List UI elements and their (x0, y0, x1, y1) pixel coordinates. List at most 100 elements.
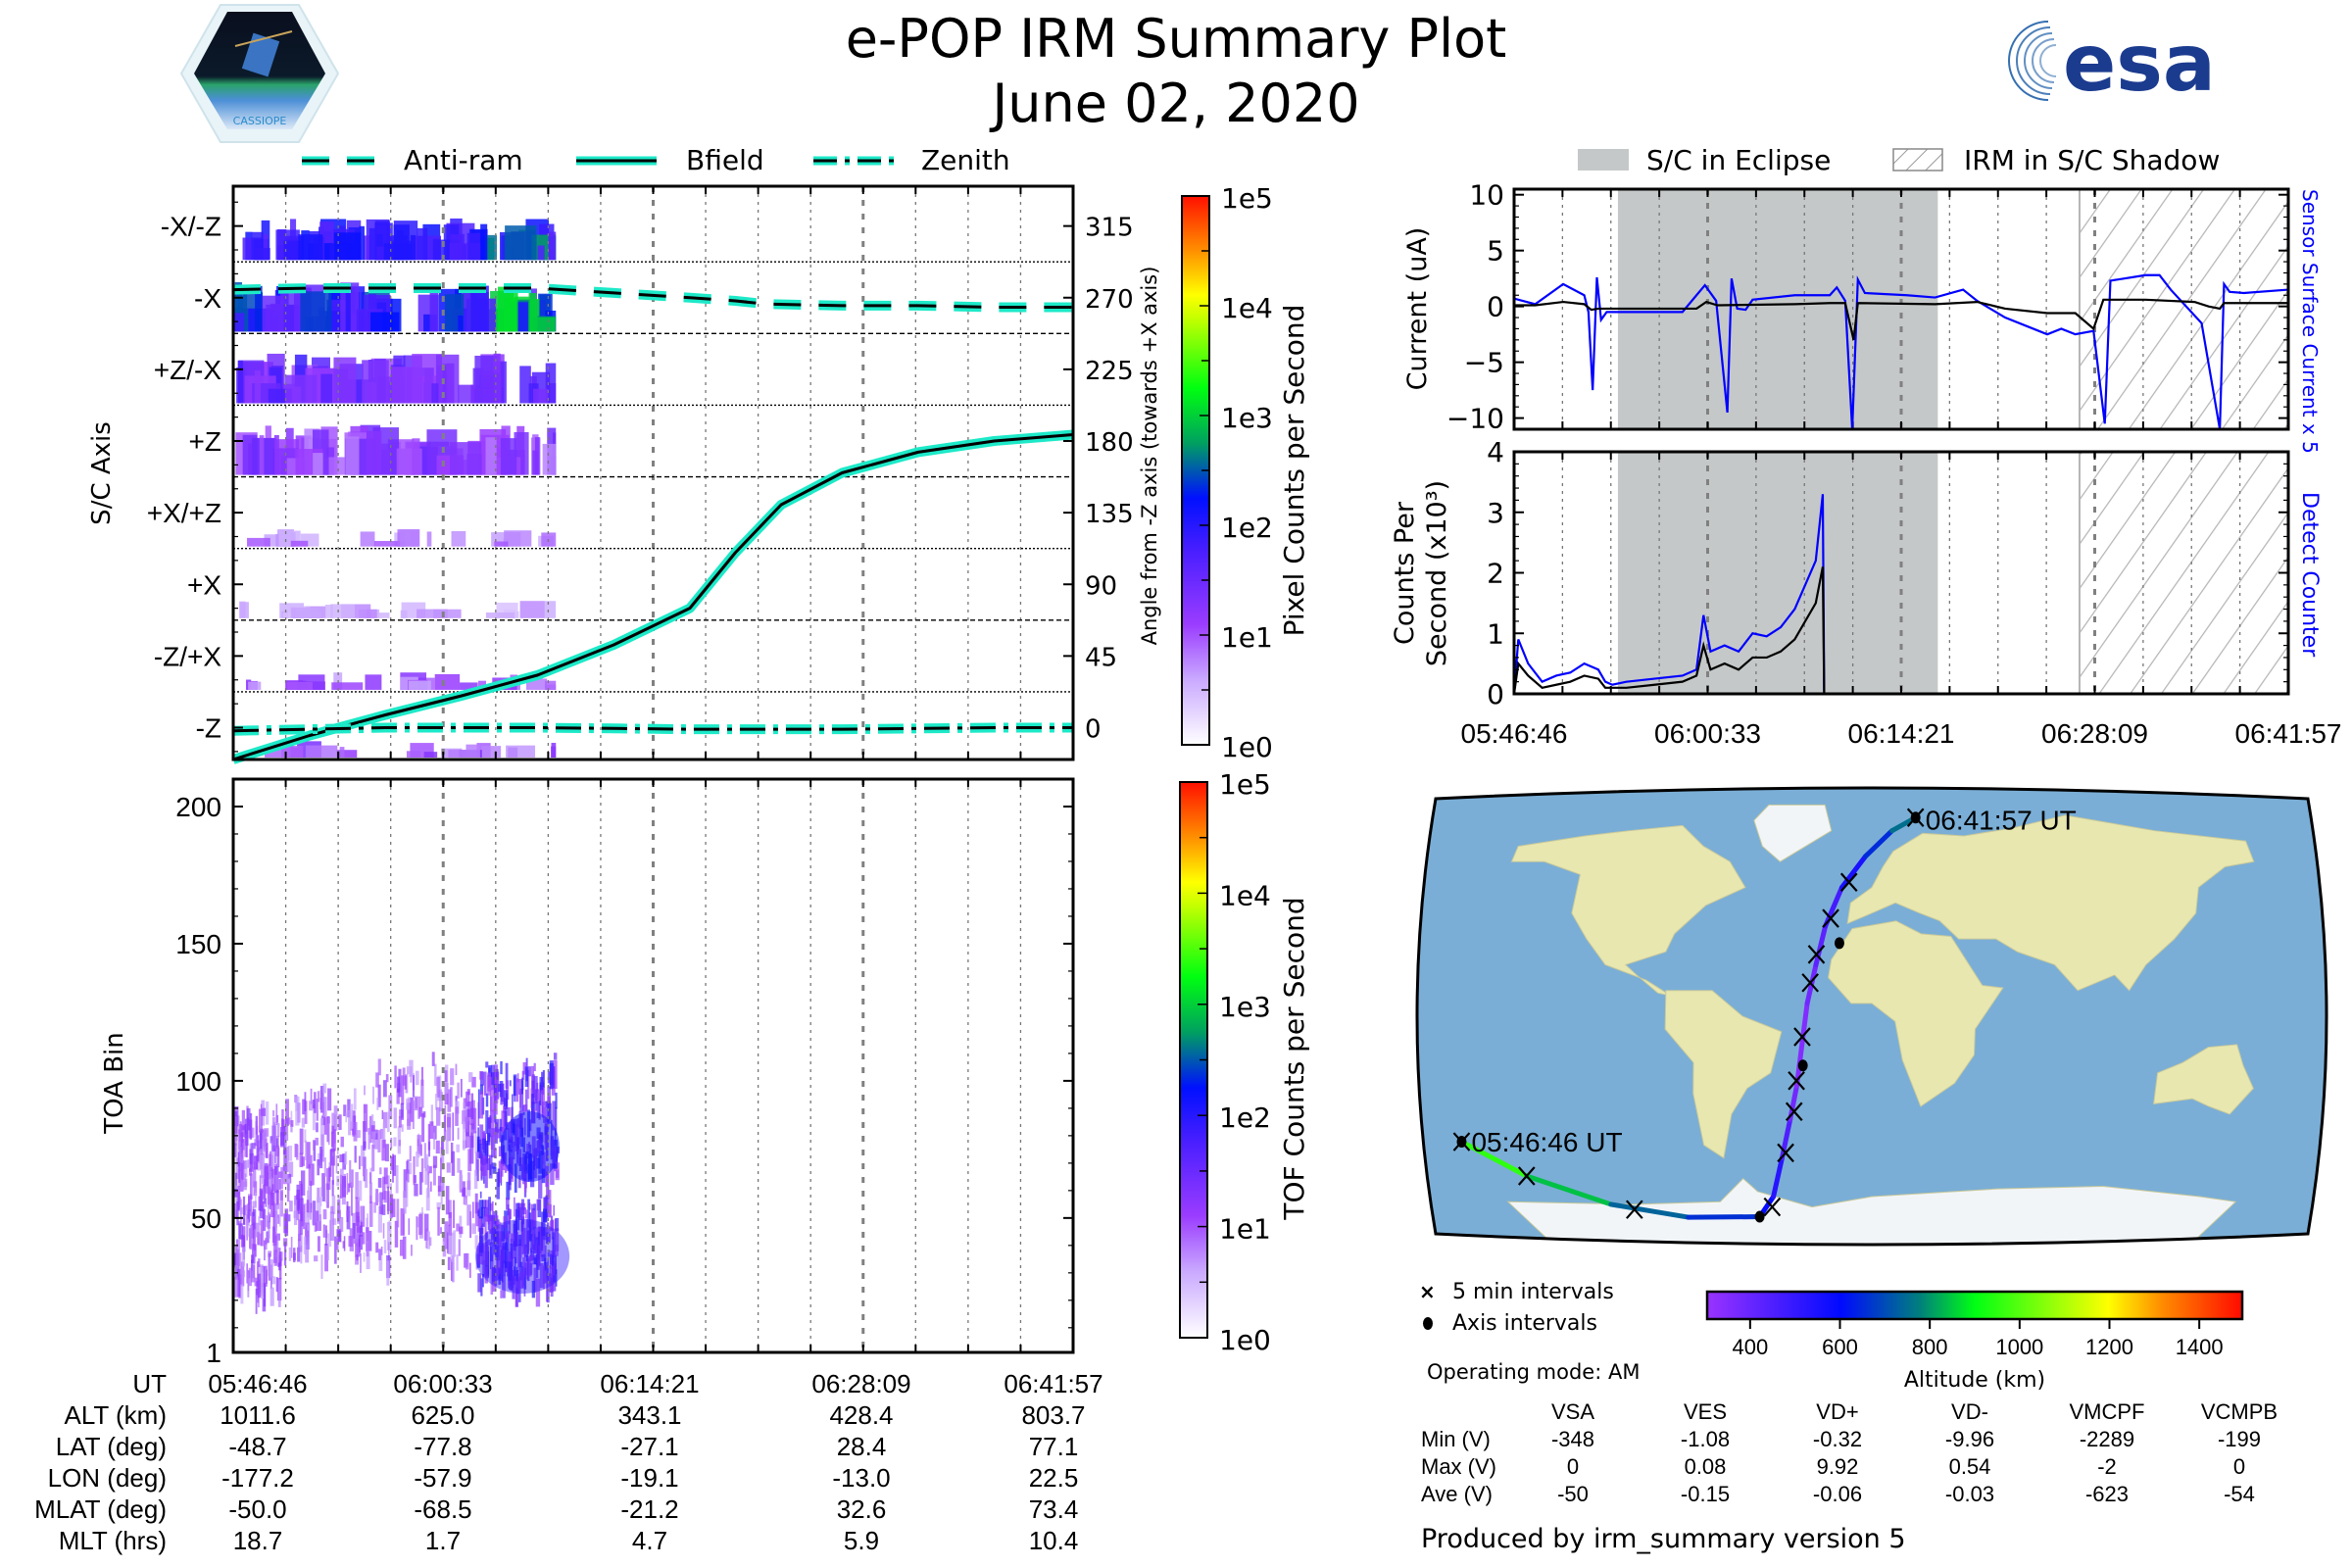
heatmap-cell (256, 1281, 259, 1296)
heatmap-cell (333, 1105, 338, 1131)
legend-item-bfield: Bfield (576, 144, 764, 176)
heatmap-cell (261, 1266, 265, 1283)
heatmap-cell (505, 225, 537, 261)
heatmap-cell (500, 1249, 504, 1274)
heatmap-cell (275, 1138, 278, 1149)
heatmap-cell (375, 1242, 379, 1253)
y-tick-label: 0 (1487, 291, 1504, 323)
heatmap-cell (549, 1203, 552, 1218)
heatmap-cell (366, 1243, 369, 1257)
heatmap-cell (443, 1114, 446, 1141)
heatmap-cell (264, 1165, 269, 1187)
heatmap-cell (254, 1139, 257, 1146)
heatmap-cell (535, 1278, 541, 1307)
heatmap-cell (491, 1214, 496, 1241)
heatmap-cell (506, 1231, 511, 1239)
plot-frame (231, 777, 1075, 1354)
heatmap-cell (331, 1155, 334, 1185)
heatmap-cell (413, 1155, 416, 1186)
heatmap-cell (313, 1140, 317, 1161)
heatmap-cell (511, 1094, 514, 1119)
heatmap-cell (504, 530, 532, 547)
heatmap-cell (300, 1198, 303, 1222)
heatmap-cell (514, 1076, 515, 1102)
heatmap-cell (377, 1084, 381, 1107)
heatmap-cell (288, 1161, 294, 1177)
heatmap-cell (276, 1190, 279, 1205)
heatmap-cell (308, 1163, 314, 1186)
heatmap-cell (444, 1070, 448, 1083)
heatmap-cell (378, 1249, 381, 1260)
heatmap-cell (501, 1224, 505, 1242)
heatmap-cell (420, 1079, 424, 1108)
heatmap-cell (508, 1261, 513, 1281)
heatmap-cell (319, 1118, 324, 1147)
continent-africa (1828, 920, 2004, 1107)
heatmap-cell (444, 1221, 449, 1250)
heatmap-cell (246, 1218, 249, 1238)
heatmap-cell (500, 1060, 503, 1075)
heatmap-cell (301, 1117, 306, 1128)
y-tick-label: −10 (1446, 403, 1504, 435)
heatmap-cell (235, 1115, 240, 1142)
heatmap-cell (455, 1096, 458, 1106)
heatmap-cell (450, 233, 465, 261)
heatmap-cell (341, 1176, 347, 1198)
heatmap-cell (477, 1209, 479, 1217)
heatmap-cell (355, 1171, 359, 1200)
voltage-value: -0.03 (1944, 1482, 1995, 1506)
heatmap-cell (386, 1260, 390, 1286)
heatmap-cell (302, 1099, 306, 1115)
heatmap-cell (466, 1089, 470, 1096)
y-category-label: -Z/+X (154, 641, 222, 671)
heatmap-cell (392, 1154, 397, 1176)
heatmap-cell (312, 1100, 316, 1109)
heatmap-cell (400, 610, 408, 618)
heatmap-cell (252, 1219, 255, 1249)
heatmap-cell (312, 1163, 315, 1186)
heatmap-cell (345, 286, 351, 332)
heatmap-cell (511, 1233, 515, 1242)
series-zenith (232, 726, 1073, 733)
ephemeris-value: 10.4 (1028, 1526, 1079, 1555)
y-category-label: +X (187, 569, 221, 600)
heatmap-cell (532, 1227, 536, 1250)
heatmap-cell (399, 1239, 404, 1256)
heatmap-cell (538, 1090, 541, 1101)
heatmap-cell (485, 234, 498, 261)
heatmap-cell (504, 1107, 508, 1127)
heatmap-cell (266, 1143, 269, 1158)
heatmap-cell (247, 1203, 250, 1223)
heatmap-cell (356, 1254, 359, 1261)
ephemeris-time: 06:28:09 (811, 1369, 911, 1398)
heatmap-cell (252, 1244, 256, 1264)
shadow-region (2079, 189, 2288, 429)
heatmap-cell (283, 240, 302, 261)
heatmap-cell (494, 1149, 497, 1159)
orbit-track-segment (1686, 1214, 1763, 1220)
heatmap-cell (246, 1263, 249, 1284)
heatmap-cell (285, 1123, 287, 1151)
heatmap-cell (412, 1075, 416, 1098)
heatmap-peak (500, 1111, 560, 1183)
continent-south-america (1664, 990, 1783, 1159)
heatmap-cell (486, 1214, 490, 1222)
heatmap-cell (265, 1215, 269, 1228)
heatmap-cell (487, 1133, 491, 1146)
colorbar-tick-label: 600 (1822, 1335, 1858, 1359)
heatmap-cell (359, 1235, 364, 1250)
heatmap-cell (519, 601, 545, 618)
heatmap-cell (262, 1184, 267, 1200)
heatmap-cell (257, 1135, 260, 1161)
page-date: June 02, 2020 (992, 73, 1360, 134)
heatmap-cell (517, 1273, 520, 1294)
ephemeris-row-label: LAT (deg) (55, 1432, 167, 1461)
voltage-value: -50 (1557, 1482, 1589, 1506)
heatmap-cell (270, 1192, 275, 1218)
heatmap-cell (329, 1150, 332, 1177)
heatmap-cell (409, 1059, 414, 1077)
heatmap-cell (275, 1145, 280, 1156)
map-frame (1415, 786, 2328, 1247)
heatmap-cell (510, 1269, 514, 1292)
